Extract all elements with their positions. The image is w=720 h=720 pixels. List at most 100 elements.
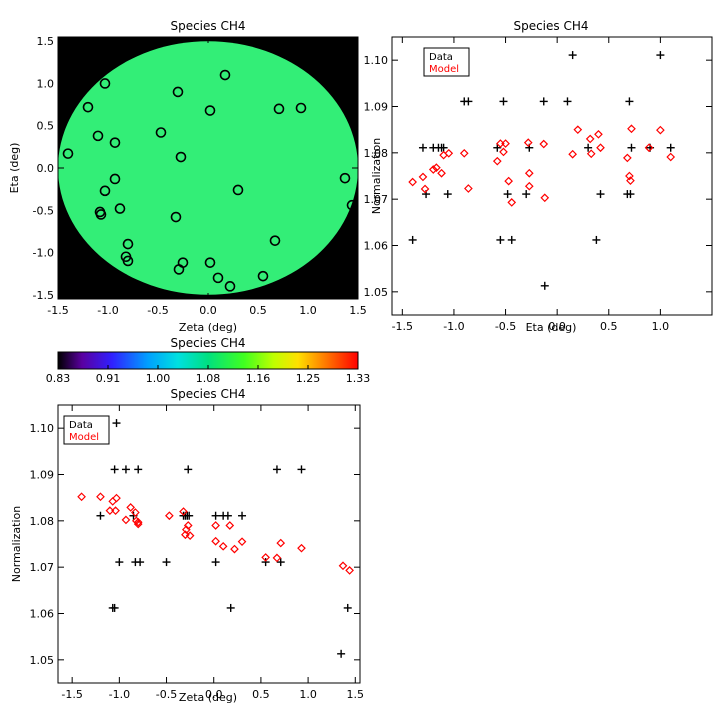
data-point (261, 558, 270, 567)
model-point (112, 493, 121, 503)
zeta-model-series (77, 492, 354, 575)
zeta-y-ticks: 1.05 1.06 1.07 1.08 1.09 1.10 (30, 422, 360, 667)
y-tick-label: 0.0 (37, 162, 55, 175)
model-point (492, 156, 502, 166)
model-point (237, 537, 247, 547)
map-point (109, 137, 121, 148)
model-point (338, 561, 348, 571)
x-tick-label: 0.5 (249, 304, 267, 317)
colorbar-ticks: 0.83 0.91 1.00 1.08 1.16 1.25 1.33 (46, 365, 370, 385)
data-point (443, 190, 452, 199)
map-point (122, 238, 134, 250)
map-point (269, 235, 281, 246)
data-point (343, 603, 352, 612)
model-point (179, 507, 188, 516)
colorbar-tick-label: 1.00 (146, 372, 171, 385)
data-point (418, 143, 427, 152)
x-tick-label: 0.5 (252, 688, 270, 701)
data-point (540, 281, 549, 290)
data-point (568, 51, 577, 60)
colorbar-tick-label: 0.83 (46, 372, 71, 385)
map-point (95, 209, 107, 220)
y-tick-label: 0.5 (37, 120, 55, 133)
map-point (204, 105, 216, 116)
x-tick-label: -1.5 (61, 688, 82, 701)
map-point (82, 101, 94, 113)
y-tick-label: 1.06 (30, 608, 55, 621)
data-point (108, 603, 117, 612)
x-tick-label: 0.0 (205, 688, 223, 701)
map-point (92, 130, 104, 142)
colorbar-tick-label: 1.25 (296, 372, 321, 385)
data-point (656, 51, 665, 60)
model-point (165, 511, 174, 521)
map-point-group (62, 69, 358, 292)
y-tick-label: 1.07 (30, 561, 55, 574)
zeta-legend: Data Model (63, 415, 110, 445)
y-tick-label: 1.0 (37, 77, 55, 90)
model-point (501, 139, 510, 148)
eta-legend-data: Data (429, 52, 453, 63)
zeta-x-ticks: -1.5 -1.0 -0.5 0.0 0.5 1.0 1.5 (61, 405, 364, 701)
eta-legend-model: Model (429, 64, 459, 75)
model-point (105, 506, 115, 515)
map-x-ticks: -1.5 -1.0 -0.5 0.0 0.5 1.0 1.5 (47, 37, 367, 317)
map-point (346, 199, 358, 211)
model-point (499, 147, 508, 157)
data-point (121, 465, 130, 474)
y-tick-label: 1.06 (364, 240, 389, 253)
map-point (99, 78, 111, 89)
data-point (592, 235, 601, 244)
map-point (99, 185, 111, 197)
zeta-title: Species CH4 (170, 387, 245, 401)
model-point (625, 171, 634, 181)
zeta-frame (57, 404, 361, 684)
data-point (211, 511, 220, 520)
eta-data-series (408, 51, 675, 290)
data-point (272, 465, 281, 474)
map-y-label: Eta (deg) (8, 143, 21, 194)
zeta-legend-data: Data (69, 420, 93, 431)
model-point (539, 139, 549, 149)
x-tick-label: -1.0 (109, 688, 130, 701)
zeta-y-label: Normalization (10, 506, 23, 582)
model-point (261, 553, 270, 562)
data-point (439, 143, 448, 152)
x-tick-label: -1.0 (443, 320, 464, 333)
species-disk (58, 41, 358, 295)
model-point (131, 508, 140, 517)
x-tick-label: -1.5 (47, 304, 68, 317)
data-point (185, 511, 194, 520)
eta-y-ticks: 1.05 1.06 1.07 1.08 1.09 1.10 (364, 54, 712, 299)
data-point (626, 190, 635, 199)
data-point (408, 235, 417, 244)
zeta-x-label: Zeta (deg) (179, 691, 237, 704)
map-point (114, 203, 126, 214)
x-tick-label: -0.5 (495, 320, 516, 333)
data-point (223, 511, 232, 520)
model-point (345, 566, 354, 575)
model-point (276, 538, 286, 548)
data-point (522, 190, 531, 199)
x-tick-label: 1.5 (347, 688, 365, 701)
map-x-label: Zeta (deg) (179, 321, 237, 334)
focal-plane-map: Species CH4 -1.5 -1.0 -0.5 0.0 0.5 1.0 1.5 -1.… (8, 19, 367, 334)
data-point (162, 558, 171, 567)
data-point (666, 143, 675, 152)
data-point (563, 97, 572, 106)
model-point (459, 148, 469, 158)
data-point (493, 143, 502, 152)
colorbar-panel: Species CH4 0.83 0.91 1.00 1.08 1.16 1.25 1.33 (46, 336, 371, 385)
model-point (627, 124, 636, 134)
y-tick-label: 1.07 (364, 193, 389, 206)
x-tick-label: 0.0 (548, 320, 566, 333)
map-point (212, 272, 224, 284)
model-point (211, 521, 220, 530)
data-point (115, 558, 124, 567)
eta-y-label: Normalization (370, 138, 383, 214)
map-point (273, 103, 285, 115)
x-tick-label: 1.5 (349, 304, 367, 317)
model-point (77, 492, 86, 502)
eta-model-series (408, 124, 676, 207)
model-point (418, 172, 428, 182)
